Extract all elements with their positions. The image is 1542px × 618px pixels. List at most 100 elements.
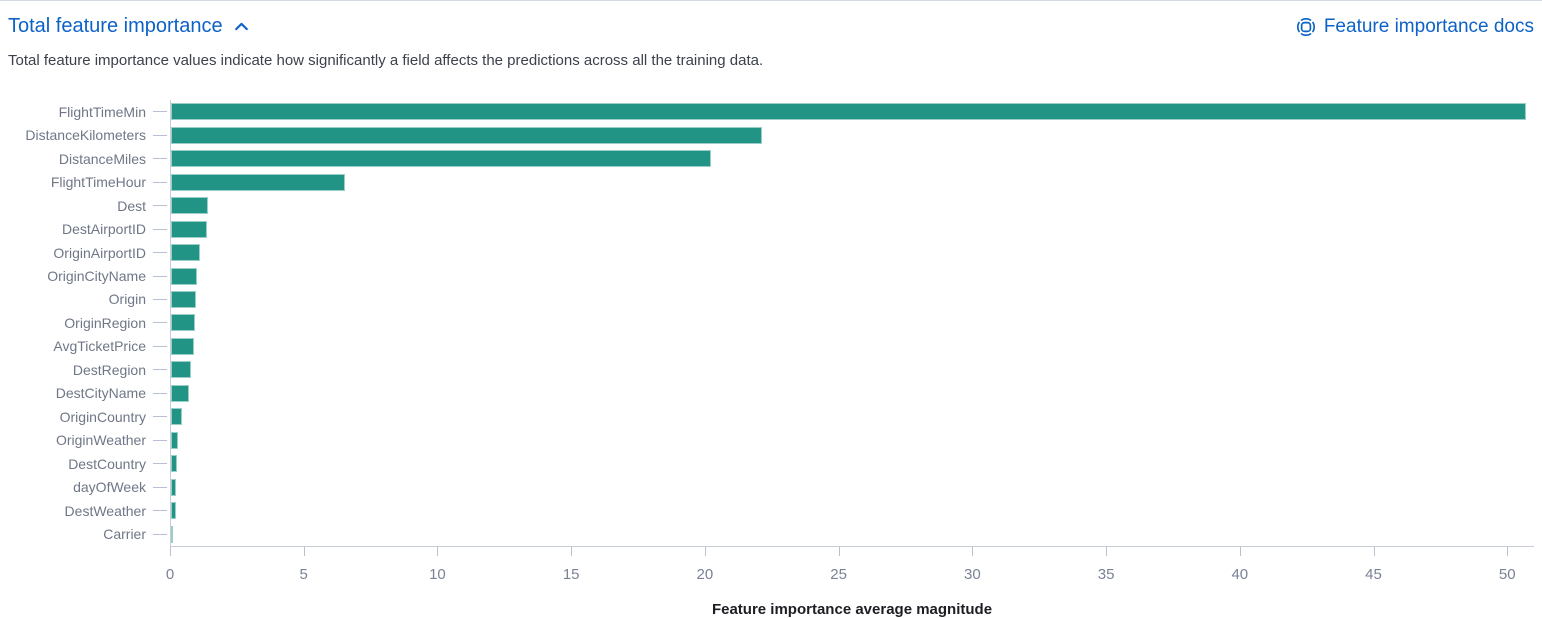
- chart-row: [171, 170, 1534, 193]
- bar-OriginAirportID: [171, 244, 200, 262]
- x-tick-label: 40: [1231, 566, 1249, 583]
- y-axis-label: DestAirportID: [61, 221, 146, 238]
- chart-row: [171, 194, 1534, 217]
- x-tick-mark: [303, 547, 305, 556]
- bar-DestRegion: [171, 361, 191, 379]
- y-tick-mark: [153, 228, 167, 230]
- y-axis-label: DistanceKilometers: [25, 127, 146, 144]
- x-tick-label: 30: [964, 566, 981, 583]
- y-tick-mark: [153, 322, 167, 324]
- chart-row: [171, 499, 1534, 522]
- y-axis-label: DistanceMiles: [58, 150, 146, 167]
- panel-description: Total feature importance values indicate…: [8, 52, 764, 69]
- x-tick-label: 10: [429, 566, 446, 583]
- x-tick-label: 5: [299, 566, 308, 583]
- chart-row: [171, 405, 1534, 428]
- chart-row: [171, 429, 1534, 452]
- x-tick-mark: [1106, 547, 1108, 556]
- y-tick-mark: [153, 205, 167, 207]
- y-axis-labels: FlightTimeMin DistanceKilometers DistanceM…: [8, 100, 146, 546]
- y-axis-label: Carrier: [103, 526, 146, 543]
- bar-DestCityName: [171, 384, 189, 402]
- panel-title: Total feature importance: [8, 15, 223, 37]
- x-tick-mark: [1239, 547, 1241, 556]
- y-axis-label: FlightTimeHour: [50, 174, 146, 191]
- feature-importance-docs-link[interactable]: Feature importance docs: [1296, 16, 1534, 38]
- y-axis-label: OriginRegion: [64, 314, 146, 331]
- chart-row: [171, 311, 1534, 334]
- bar-DestCountry: [171, 455, 177, 473]
- chevron-up-icon: [233, 18, 250, 35]
- y-axis-label: dayOfWeek: [73, 479, 146, 496]
- y-axis-label: OriginAirportID: [53, 244, 146, 261]
- x-axis: 0 5 10 15 20 25 30 35 40 45 50: [166, 546, 1534, 596]
- y-axis-label: OriginWeather: [55, 432, 146, 449]
- y-tick-mark: [153, 463, 167, 465]
- docs-link-label: Feature importance docs: [1323, 15, 1534, 37]
- chart-row: [171, 100, 1534, 123]
- chart-row: [171, 335, 1534, 358]
- y-axis-label: Origin: [108, 291, 146, 308]
- bar-DistanceKilometers: [171, 126, 762, 144]
- x-tick-label: 15: [562, 566, 580, 583]
- y-tick-mark: [153, 275, 167, 277]
- y-axis-label: DestWeather: [64, 502, 146, 519]
- bar-DestAirportID: [171, 220, 207, 238]
- x-tick-mark: [571, 547, 573, 556]
- x-tick-mark: [437, 547, 439, 556]
- y-tick-mark: [153, 486, 167, 488]
- y-tick-mark: [153, 392, 167, 394]
- y-tick-mark: [153, 439, 167, 441]
- bar-Dest: [171, 197, 208, 215]
- chart-row: [171, 147, 1534, 170]
- chart-row: [171, 241, 1534, 264]
- y-axis-ticks: [146, 100, 170, 546]
- chart-row: [171, 264, 1534, 287]
- y-axis-label: Dest: [117, 197, 146, 214]
- chart-row: [171, 288, 1534, 311]
- y-tick-mark: [153, 298, 167, 300]
- x-tick-label: 50: [1498, 566, 1516, 583]
- bar-FlightTimeMin: [171, 103, 1526, 121]
- y-tick-mark: [153, 369, 167, 371]
- chart-row: [171, 476, 1534, 499]
- bar-OriginWeather: [171, 431, 178, 449]
- x-tick-mark: [170, 547, 171, 556]
- x-tick-label: 45: [1365, 566, 1382, 583]
- y-tick-mark: [153, 134, 167, 136]
- x-tick-label: 35: [1097, 566, 1115, 583]
- plot-area: [170, 100, 1534, 546]
- x-tick-mark: [1373, 547, 1375, 556]
- y-tick-mark: [153, 510, 167, 512]
- chart-row: [171, 123, 1534, 146]
- chart-row: [171, 358, 1534, 381]
- bar-DestWeather: [171, 502, 176, 520]
- total-feature-importance-accordion-toggle[interactable]: Total feature importance: [8, 15, 250, 38]
- y-axis-label: DestCountry: [68, 455, 146, 472]
- y-axis-label: OriginCityName: [47, 268, 146, 285]
- y-tick-mark: [153, 533, 167, 535]
- bar-OriginCityName: [171, 267, 197, 285]
- bar-AvgTicketPrice: [171, 337, 194, 355]
- y-tick-mark: [153, 158, 167, 160]
- x-axis-title: Feature importance average magnitude: [711, 601, 993, 618]
- y-axis-label: FlightTimeMin: [58, 103, 146, 120]
- bar-OriginRegion: [171, 314, 195, 332]
- chart-row: [171, 522, 1534, 545]
- docs-icon: [1296, 17, 1316, 37]
- x-tick-mark: [972, 547, 974, 556]
- y-axis-label: AvgTicketPrice: [53, 338, 146, 355]
- bar-Origin: [171, 290, 196, 308]
- y-tick-mark: [153, 252, 167, 254]
- y-axis-label: DestCityName: [55, 385, 146, 402]
- panel-header: Total feature importance Feature importa…: [8, 15, 1534, 38]
- y-tick-mark: [153, 345, 167, 347]
- bar-OriginCountry: [171, 408, 182, 426]
- chart-row: [171, 382, 1534, 405]
- x-tick-mark: [704, 547, 706, 556]
- chart-row: [171, 217, 1534, 240]
- y-tick-mark: [153, 416, 167, 418]
- chart-row: [171, 452, 1534, 475]
- feature-importance-chart: FlightTimeMin DistanceKilometers DistanceM…: [8, 100, 1534, 618]
- y-tick-mark: [153, 111, 167, 113]
